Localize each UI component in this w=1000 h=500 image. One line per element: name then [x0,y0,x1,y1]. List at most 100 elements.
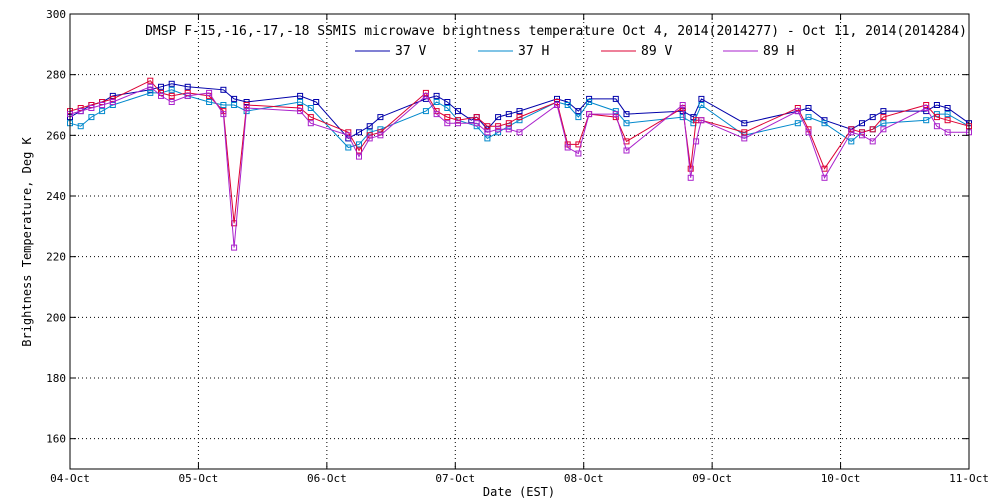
data-point [505,120,512,127]
data-point [168,86,175,93]
data-point [575,108,582,115]
data-point [422,92,429,99]
data-point [356,129,362,136]
data-point [880,120,887,127]
data-point [612,95,619,102]
data-point [623,120,630,127]
data-point [297,99,304,105]
data-point [880,126,887,133]
data-point [109,95,116,102]
data-point [933,114,940,121]
chart-title: DMSP F-15,-16,-17,-18 SSMIS microwave br… [145,24,967,39]
x-axis-label: Date (EST) [483,485,555,499]
data-point [184,92,191,99]
data-point [933,102,940,108]
data-point [444,120,451,127]
data-point [109,99,116,105]
data-point [168,99,175,105]
data-point [869,138,876,145]
data-point [168,92,175,99]
data-point [612,111,619,118]
data-point [698,117,705,124]
data-point [821,120,828,127]
series-line [69,80,970,224]
y-tick-label: 160 [46,433,66,446]
data-point [623,147,630,154]
data-point [313,99,320,105]
data-point [554,95,560,102]
data-point [495,126,502,133]
y-tick-label: 200 [46,311,66,324]
data-point [147,77,154,84]
data-point [88,105,95,111]
data-point [455,120,461,127]
legend: 37 V 37 H 89 V 89 H [355,44,794,59]
data-point [944,105,951,111]
data-point [297,92,304,99]
y-tick-label: 240 [46,190,66,203]
data-point [859,132,865,139]
y-tick-label: 260 [46,129,66,142]
data-point [220,102,227,108]
data-point [687,165,694,172]
data-point [147,83,154,90]
data-point [356,147,362,154]
y-axis-label: Brightness Temperature, Deg K [20,136,34,346]
data-point [206,99,213,105]
data-point [794,105,801,111]
data-point [366,123,373,130]
data-point [586,95,593,102]
data-point [158,92,164,99]
data-point [356,153,362,160]
data-point [168,80,175,87]
data-point [623,111,630,118]
data-point [473,114,480,121]
plot-frame [69,13,970,470]
data-point [505,111,512,118]
data-point [495,114,502,121]
x-tick-label: 08-Oct [564,472,604,485]
x-tick-label: 10-Oct [821,472,861,485]
data-point [444,105,451,111]
data-point [444,99,451,105]
data-point [297,108,304,115]
data-point [243,105,250,111]
data-point [586,99,593,105]
legend-label: 37 V [395,44,426,59]
data-point [516,114,523,121]
data-point [859,120,865,127]
data-point [698,102,705,108]
data-point [575,114,582,121]
y-axis-ticks: 160 180 200 220 240 260 280 300 [46,8,969,446]
data-point [741,129,748,136]
data-point [99,102,106,108]
x-axis-ticks: 04-Oct 05-Oct 06-Oct 07-Oct 08-Oct 09-Oct 10-O… [50,14,989,485]
data-point [741,120,748,127]
series-37-h [67,86,972,151]
x-tick-label: 06-Oct [307,472,347,485]
data-point [805,105,812,111]
data-point [184,83,191,90]
data-point [366,132,373,139]
data-point [516,129,523,136]
data-point [564,102,571,108]
x-tick-label: 04-Oct [50,472,90,485]
data-point [158,83,164,90]
data-point [356,141,362,148]
y-tick-label: 280 [46,69,66,82]
data-point [505,126,512,133]
data-point [679,114,686,121]
data-point [77,108,84,115]
data-point [698,95,705,102]
data-point [307,105,314,111]
data-point [455,108,461,115]
legend-item: 89 H [723,44,794,59]
data-point [345,132,352,139]
grid [70,14,969,469]
data-point [220,86,227,93]
data-point [433,111,440,118]
data-point [377,132,384,139]
y-tick-label: 300 [46,8,66,21]
data-point [805,129,812,136]
